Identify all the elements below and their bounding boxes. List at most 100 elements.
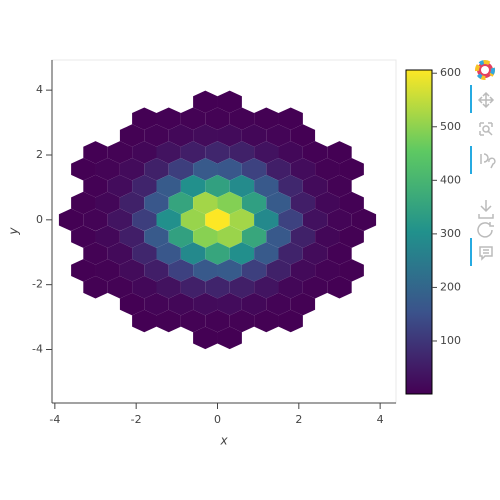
hex xyxy=(327,242,352,265)
hex xyxy=(290,259,316,282)
hex xyxy=(290,225,316,248)
hex xyxy=(278,309,303,333)
hex xyxy=(156,242,181,265)
hex xyxy=(254,309,279,333)
hex xyxy=(95,259,120,282)
hex xyxy=(327,174,352,198)
hex xyxy=(229,208,255,232)
hex xyxy=(217,225,242,248)
hex xyxy=(205,174,230,198)
hex xyxy=(241,191,267,215)
hex xyxy=(83,174,108,198)
colorbar-tick-label: 200 xyxy=(440,280,461,293)
hex xyxy=(83,242,108,265)
hex xyxy=(217,158,242,181)
hex xyxy=(119,158,145,181)
hex xyxy=(266,292,291,316)
hex xyxy=(315,191,340,215)
hex xyxy=(327,276,352,299)
bokeh-logo[interactable] xyxy=(475,60,495,80)
hex xyxy=(168,124,194,147)
hex xyxy=(241,124,267,147)
hex xyxy=(83,276,108,299)
wheel-zoom-tool[interactable] xyxy=(480,153,496,169)
hex xyxy=(193,225,218,248)
hex xyxy=(278,242,303,265)
hex xyxy=(95,191,120,215)
hex xyxy=(168,259,194,282)
hex xyxy=(193,292,218,316)
active-indicator xyxy=(470,146,472,174)
hex xyxy=(144,124,169,147)
hex xyxy=(217,259,242,282)
hex xyxy=(180,309,206,333)
hex xyxy=(327,141,352,164)
hex xyxy=(266,124,291,147)
x-tick-label: -2 xyxy=(131,413,142,426)
hex xyxy=(95,225,120,248)
hex xyxy=(95,158,120,181)
hex xyxy=(144,259,169,282)
hex xyxy=(339,259,364,282)
hex xyxy=(229,276,255,299)
hex xyxy=(229,107,255,130)
reset-tool[interactable] xyxy=(477,222,494,238)
hex xyxy=(193,191,218,215)
hex xyxy=(266,259,291,282)
hex xyxy=(205,276,230,299)
hex xyxy=(71,158,96,181)
hex xyxy=(71,191,96,215)
hover-tool[interactable] xyxy=(479,246,493,261)
hex xyxy=(327,208,352,232)
hex xyxy=(180,276,206,299)
hex xyxy=(168,292,194,316)
hex xyxy=(278,141,303,164)
hex xyxy=(180,107,206,130)
hex xyxy=(132,242,157,265)
hex xyxy=(132,174,157,198)
x-axis-title: x xyxy=(219,434,228,448)
hex xyxy=(315,158,340,181)
hex xyxy=(339,191,364,215)
hex xyxy=(156,309,181,333)
y-tick-label: -2 xyxy=(32,278,43,291)
hex xyxy=(241,158,267,181)
hex xyxy=(58,208,84,232)
hex xyxy=(339,158,364,181)
hex xyxy=(290,191,316,215)
hex xyxy=(180,141,206,164)
hex xyxy=(254,141,279,164)
colorbar xyxy=(405,69,433,395)
hex xyxy=(278,208,303,232)
hex xyxy=(180,174,206,198)
x-tick-label: -4 xyxy=(49,413,60,426)
hex xyxy=(119,225,145,248)
hex xyxy=(217,292,242,316)
pan-tool[interactable] xyxy=(477,91,495,109)
hex xyxy=(119,259,145,282)
hex xyxy=(205,107,230,130)
hex xyxy=(290,292,316,316)
hex xyxy=(254,107,279,130)
y-axis-title: y xyxy=(7,227,21,236)
hex xyxy=(302,276,328,299)
hex xyxy=(229,174,255,198)
hex xyxy=(278,107,303,130)
save-tool[interactable] xyxy=(478,200,494,219)
hex xyxy=(193,326,218,350)
hex xyxy=(254,242,279,265)
active-indicator xyxy=(470,238,472,266)
hex xyxy=(254,276,279,299)
hex-layer xyxy=(58,90,377,350)
colorbar-tick-label: 100 xyxy=(440,334,461,347)
hex xyxy=(302,174,328,198)
hex xyxy=(217,124,242,147)
hex xyxy=(107,141,133,164)
hex xyxy=(241,292,267,316)
hex xyxy=(180,208,206,232)
y-tick-label: 0 xyxy=(36,213,43,226)
colorbar-tick-label: 600 xyxy=(440,66,461,79)
hex xyxy=(83,141,108,164)
box-zoom-tool[interactable] xyxy=(479,122,493,136)
hex xyxy=(266,158,291,181)
